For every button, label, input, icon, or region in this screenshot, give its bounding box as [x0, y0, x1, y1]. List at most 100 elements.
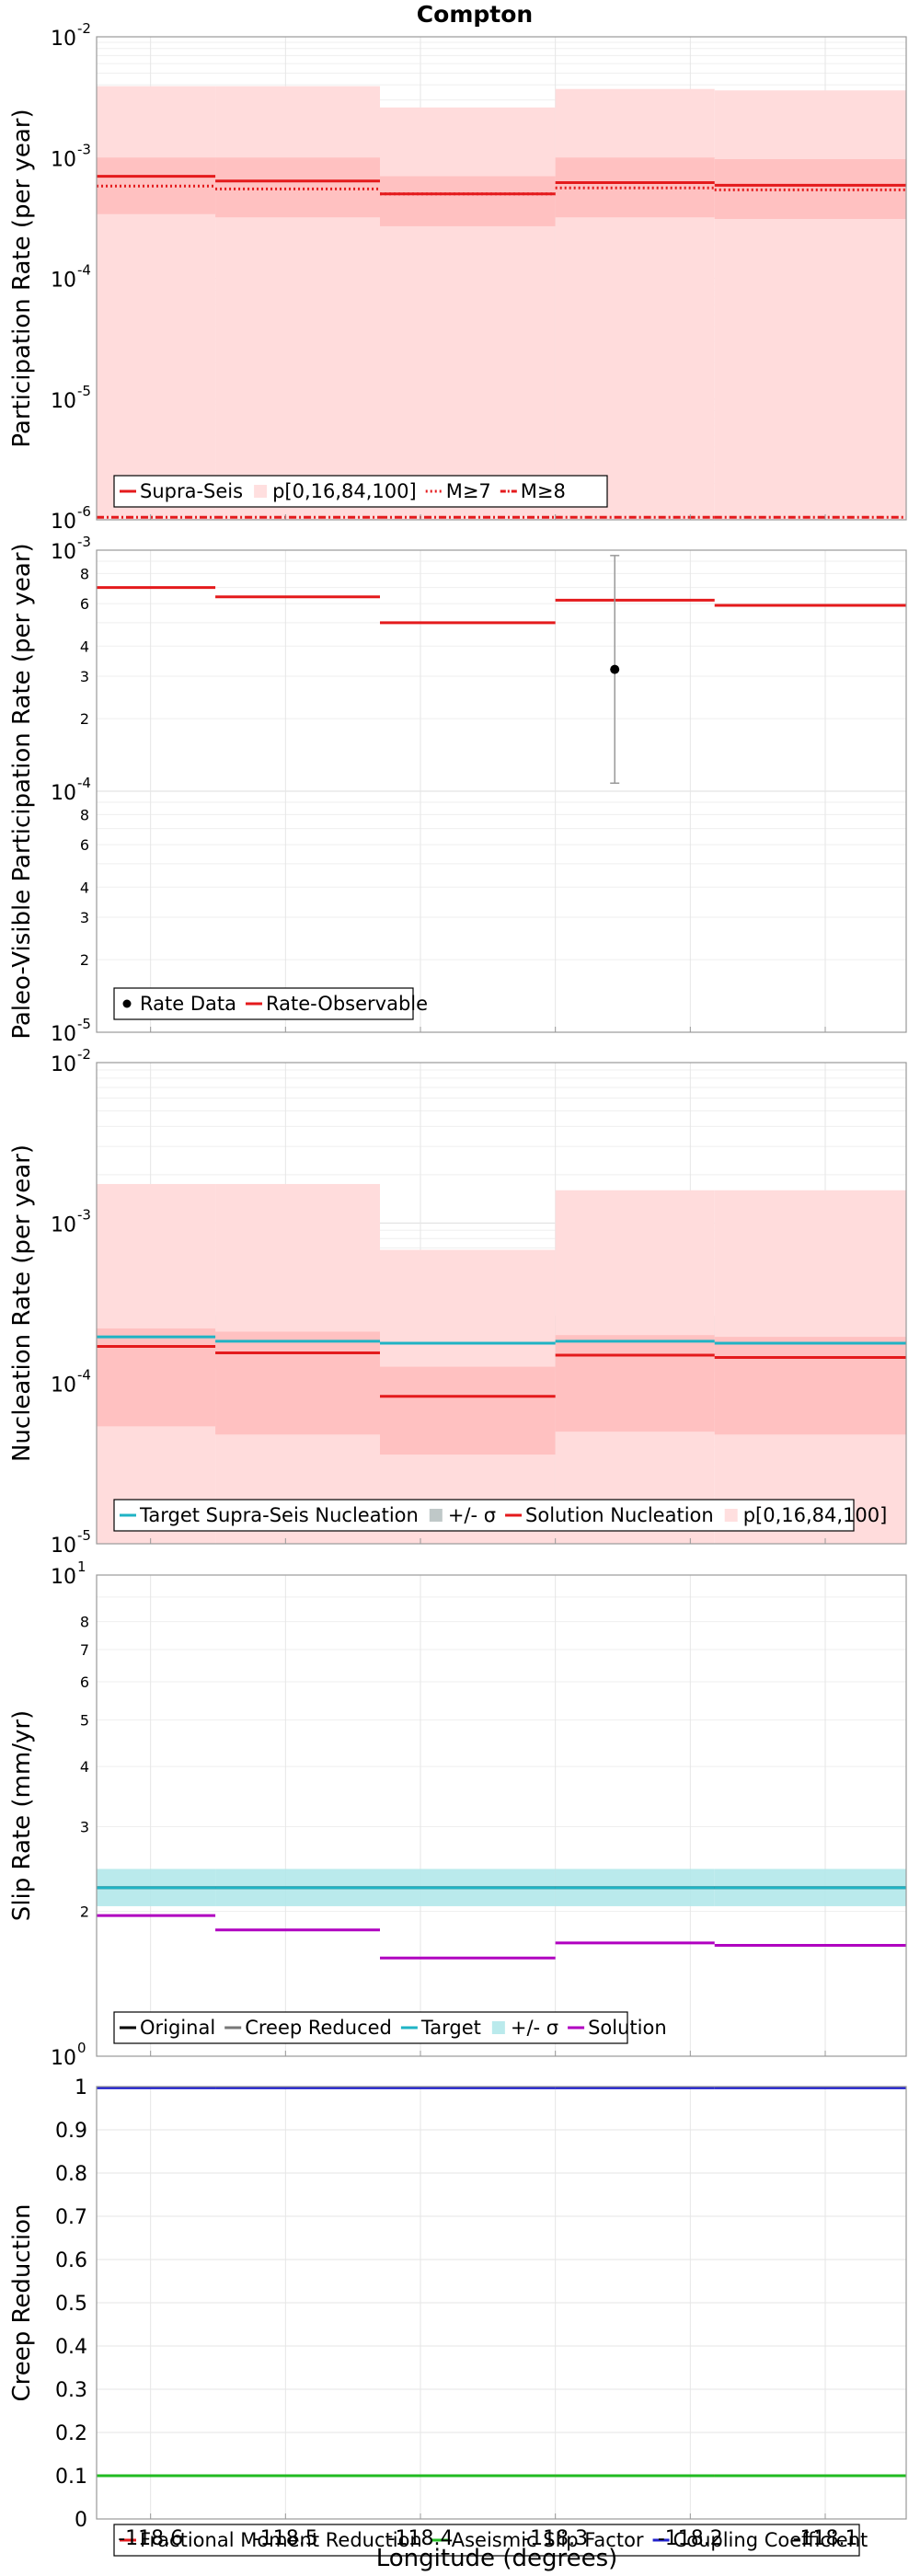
y-tick-label: 10 — [51, 1374, 76, 1397]
data-point — [610, 664, 620, 674]
y-tick-exponent: -3 — [77, 534, 91, 550]
figure-title: Compton — [417, 1, 533, 28]
y-minor-tick-label: 4 — [80, 638, 89, 655]
y-tick-exponent: -5 — [77, 383, 91, 399]
axes-frame — [96, 36, 907, 521]
band-participation-p0-100 — [97, 86, 216, 520]
legend-swatch — [254, 485, 268, 498]
y-tick-exponent: -3 — [77, 141, 91, 157]
y-tick-label: 10 — [51, 1213, 76, 1236]
y-tick-exponent: -4 — [77, 775, 91, 791]
y-tick-label: 10 — [51, 390, 76, 413]
y-minor-tick-label: 2 — [80, 710, 89, 728]
y-tick-exponent: -2 — [77, 1046, 91, 1063]
legend-label: Rate Data — [140, 993, 236, 1015]
x-ticks — [150, 514, 826, 520]
x-ticks: -118.6 -118.5 -118.4 -118.3 -118.2 -118.1 — [118, 2513, 857, 2550]
y-minor-tick-label: 8 — [80, 565, 89, 582]
y-minor-tick-label: 2 — [80, 951, 89, 969]
legend-label: Solution Nucleation — [525, 1504, 714, 1526]
y-tick-exponent: -5 — [77, 1527, 91, 1544]
y-tick-exponent: -4 — [77, 1367, 91, 1384]
legend-label: p[0,16,84,100] — [272, 480, 417, 502]
legend-label: Original — [140, 2017, 215, 2039]
y-tick-label: 10 — [51, 1566, 76, 1589]
plot-area — [97, 2087, 906, 2478]
legend-swatch — [724, 1509, 738, 1522]
legend-label: Supra-Seis — [140, 480, 243, 502]
legend-label: +/- σ — [511, 2017, 558, 2039]
x-tick-label: -118.1 — [793, 2527, 858, 2550]
plot-area — [97, 555, 906, 784]
band-nucleation-p16-84 — [97, 1328, 216, 1427]
y-tick-label: 10 — [51, 782, 76, 805]
y-minor-tick-label: 6 — [80, 595, 89, 613]
band-participation-p0-100 — [555, 88, 715, 520]
y-tick-label: 10 — [51, 28, 76, 51]
y-tick-exponent: 1 — [77, 1558, 86, 1575]
legend-slip: Original Creep Reduced Target +/- σ Solution — [113, 2011, 667, 2044]
x-ticks — [150, 1538, 826, 1544]
y-minor-tick-label: 3 — [80, 668, 89, 685]
axes-frame — [96, 1574, 907, 2057]
legend-swatch — [491, 2021, 505, 2034]
legend-label: Aseismic Slip Factor — [452, 2529, 644, 2551]
y-tick-label: 1 — [75, 2076, 87, 2099]
legend-label: p[0,16,84,100] — [743, 1504, 888, 1526]
axes-frame — [96, 2086, 907, 2520]
legend-box — [113, 987, 414, 1020]
y-minor-tick-label: 4 — [80, 1758, 89, 1776]
y-tick-exponent: -3 — [77, 1206, 91, 1223]
x-ticks — [150, 1027, 826, 1032]
y-tick-exponent: -6 — [77, 503, 91, 520]
y-minor-tick-label: 8 — [80, 1614, 89, 1631]
legend-participation: Supra-Seis p[0,16,84,100] M≥7 M≥8 — [113, 475, 608, 508]
y-tick-label: 10 — [51, 511, 76, 534]
y-tick-label: 0.1 — [55, 2466, 87, 2489]
legend-label: Target — [420, 2017, 481, 2039]
y-tick-label: 0 — [75, 2509, 87, 2532]
x-ticks — [150, 2051, 826, 2056]
band-participation-p0-100 — [215, 86, 380, 520]
legend-label: Solution — [588, 2017, 667, 2039]
x-tick-label: -118.5 — [253, 2527, 318, 2550]
legend-swatch — [429, 1509, 443, 1522]
y-tick-label: 10 — [51, 148, 76, 171]
x-tick-label: -118.4 — [388, 2527, 454, 2550]
legend-box — [113, 2524, 860, 2557]
y-tick-label: 10 — [51, 270, 76, 293]
legend-nucleation: Target Supra-Seis Nucleation +/- σ Solutio… — [113, 1499, 888, 1532]
y-tick-label: 0.2 — [55, 2422, 87, 2445]
y-minor-tick-label: 7 — [80, 1641, 89, 1659]
x-tick-label: -118.3 — [523, 2527, 588, 2550]
y-minor-tick-label: 6 — [80, 1673, 89, 1691]
x-tick-label: -118.6 — [118, 2527, 183, 2550]
legend-paleo: Rate Data Rate-Observable — [113, 987, 428, 1020]
y-tick-label: 10 — [51, 1023, 76, 1046]
band-participation-p16-84 — [215, 157, 380, 218]
grid — [97, 1575, 906, 2057]
legend-swatch — [122, 999, 132, 1008]
legend-box — [113, 475, 608, 508]
legend-label: Creep Reduced — [245, 2017, 392, 2039]
axes-frame — [96, 1062, 907, 1545]
y-tick-label: 0.5 — [55, 2293, 87, 2316]
y-tick-exponent: 0 — [77, 2040, 86, 2056]
band-participation-p16-84 — [380, 176, 556, 226]
y-minor-tick-label: 5 — [80, 1711, 89, 1729]
band-participation-p16-84 — [97, 157, 216, 214]
legend-label: M≥8 — [521, 480, 566, 502]
band-nucleation-p16-84 — [555, 1335, 715, 1432]
legend-creep: Fractional Moment Reduction Aseismic Slip… — [113, 2524, 868, 2557]
y-ticks: 10-510-410-310-2 — [51, 1046, 91, 1558]
y-tick-label: 0.3 — [55, 2379, 87, 2402]
x-axis-label: Longitude (degrees) — [376, 2545, 618, 2572]
y-minor-tick-label: 6 — [80, 836, 89, 854]
band-participation-p0-100 — [380, 107, 556, 520]
